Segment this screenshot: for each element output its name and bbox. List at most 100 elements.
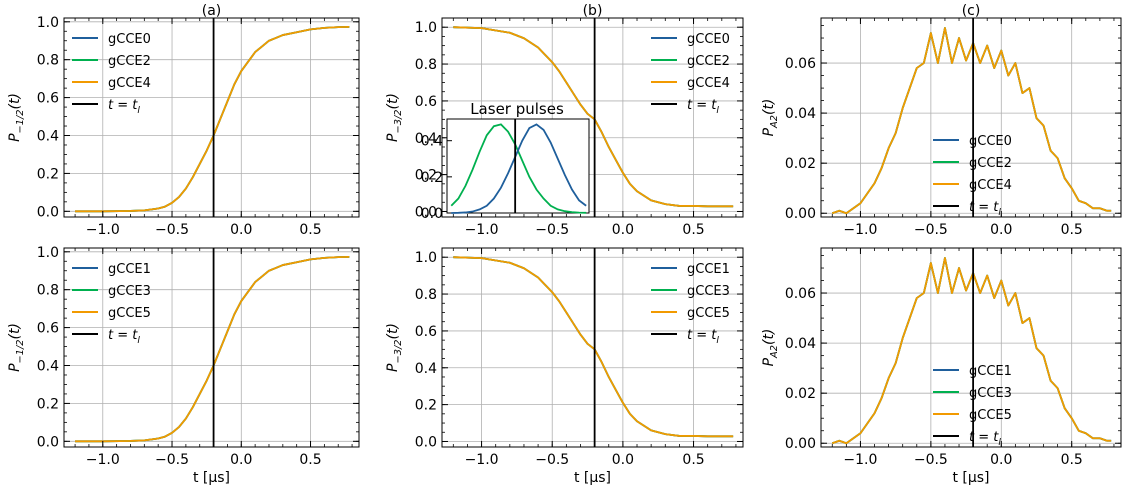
legend-label: gCCE5 <box>687 306 730 321</box>
y-tick-label: 0.06 <box>785 286 816 302</box>
y-tick-label: 0.0 <box>37 204 59 220</box>
y-tick-label: 1.0 <box>37 15 59 31</box>
x-tick-label: 0.0 <box>612 452 634 468</box>
inset-pulse <box>451 123 587 214</box>
y-tick-label: 0.6 <box>37 91 59 107</box>
y-tick-label: 0.4 <box>415 361 437 377</box>
legend-label: gCCE4 <box>687 76 730 91</box>
legend-label: gCCE3 <box>108 284 151 299</box>
y-tick-label: 1.0 <box>415 20 437 36</box>
legend-label: gCCE5 <box>969 408 1012 423</box>
legend-label: t = tl <box>969 200 1001 218</box>
legend-label: gCCE1 <box>108 262 151 277</box>
legend-label: gCCE3 <box>969 386 1012 401</box>
y-tick-label: 1.0 <box>415 250 437 266</box>
y-tick-label: 0.06 <box>785 56 816 72</box>
panel-title: (a) <box>202 3 222 19</box>
x-tick-label: −0.5 <box>535 452 569 468</box>
y-tick-label: 0.2 <box>415 398 437 414</box>
y-tick-label: 0.00 <box>785 436 816 452</box>
plot-frame <box>441 247 744 448</box>
y-tick-label: 0.00 <box>785 206 816 222</box>
x-tick-label: 0.0 <box>990 222 1012 238</box>
legend-label: t = tl <box>687 98 719 116</box>
panel-c-top: −1.0 −0.5 0.0 0.5 0.00 0.02 0.04 0.06 (c) PA2(t) g… <box>761 3 1122 238</box>
panel-a-bottom: −1.0 −0.5 0.0 0.5 0.0 0.2 0.4 0.6 0.8 1.0 t [μs] P−… <box>7 245 360 486</box>
legend-label: gCCE3 <box>687 284 730 299</box>
inset-pulse <box>450 123 587 214</box>
legend-label: gCCE5 <box>108 306 151 321</box>
legend-label: gCCE4 <box>108 76 151 91</box>
panel-a-top: −1.0 −0.5 0.0 0.5 0.0 0.2 0.4 0.6 0.8 1.0 (a) P−1/2… <box>7 3 360 238</box>
y-tick-label: 0.2 <box>37 166 59 182</box>
legend-label: t = tl <box>969 430 1001 448</box>
x-tick-label: −1.0 <box>86 222 120 238</box>
y-tick-label: 0.8 <box>37 53 59 69</box>
inset-title: Laser pulses <box>470 100 564 118</box>
x-tick-label: −0.5 <box>155 222 189 238</box>
y-tick-label: 0.6 <box>415 324 437 340</box>
x-tick-label: −1.0 <box>465 452 499 468</box>
panel-b-bottom: −1.0 −0.5 0.0 0.5 0.0 0.2 0.4 0.6 0.8 1.0 t [μs] P−… <box>385 247 744 486</box>
y-tick-label: 0.4 <box>37 129 59 145</box>
y-tick-label: 0.6 <box>415 94 437 110</box>
series-line-gCCE5 <box>453 256 734 438</box>
y-tick-label: 0.0 <box>37 434 59 450</box>
x-tick-label: −1.0 <box>843 222 877 238</box>
y-axis-label: P−1/2(t) <box>7 93 26 142</box>
x-tick-label: 0.5 <box>1061 452 1083 468</box>
legend-label: gCCE2 <box>969 156 1012 171</box>
x-tick-label: 0.0 <box>612 222 634 238</box>
legend-label: gCCE4 <box>969 178 1012 193</box>
legend-label: gCCE0 <box>969 134 1012 149</box>
y-axis-label: PA2(t) <box>761 99 780 137</box>
inset-laser-pulses: 0.0 0.2 0.4 Laser pulses <box>421 100 590 222</box>
legend-label: gCCE0 <box>687 32 730 47</box>
legend-label: gCCE1 <box>969 364 1012 379</box>
y-axis-label: P−1/2(t) <box>7 323 26 372</box>
legend-label: gCCE0 <box>108 32 151 47</box>
y-tick-label: 0.6 <box>37 321 59 337</box>
x-tick-label: −0.5 <box>914 452 948 468</box>
x-tick-label: 0.0 <box>230 452 252 468</box>
x-tick-label: 0.0 <box>990 452 1012 468</box>
x-tick-label: −0.5 <box>914 222 948 238</box>
x-tick-label: 0.5 <box>682 222 704 238</box>
inset-frame <box>446 118 590 214</box>
panel-title: (b) <box>583 3 603 19</box>
y-tick-label: 0.8 <box>415 287 437 303</box>
series-line-gCCE5 <box>75 256 350 443</box>
legend-label: gCCE2 <box>108 54 151 69</box>
y-tick-label: 0.2 <box>37 396 59 412</box>
y-tick-label: 0.4 <box>37 359 59 375</box>
y-tick-label: 1.0 <box>37 245 59 261</box>
legend-label: t = tl <box>108 328 140 346</box>
inset-y-tick-label: 0.0 <box>421 206 443 222</box>
plot-frame <box>820 17 1122 218</box>
x-axis-label: t [μs] <box>193 470 230 486</box>
x-tick-label: 0.0 <box>230 222 252 238</box>
y-tick-label: 0.4 <box>415 131 437 147</box>
inset-y-tick-label: 0.4 <box>421 134 443 150</box>
y-tick-label: 0.0 <box>415 434 437 450</box>
x-tick-label: 0.5 <box>1061 222 1083 238</box>
x-tick-label: −0.5 <box>155 452 189 468</box>
x-tick-label: −0.5 <box>535 222 569 238</box>
y-axis-label: P−3/2(t) <box>385 93 404 142</box>
x-tick-label: 0.5 <box>299 452 321 468</box>
y-axis-label: P−3/2(t) <box>385 323 404 372</box>
legend-label: gCCE1 <box>687 262 730 277</box>
legend-label: t = tl <box>108 98 140 116</box>
y-tick-label: 0.04 <box>785 106 816 122</box>
plot-frame <box>820 247 1122 448</box>
x-axis-label: t [μs] <box>574 470 611 486</box>
y-axis-label: PA2(t) <box>761 329 780 367</box>
y-tick-label: 0.8 <box>37 283 59 299</box>
y-tick-label: 0.2 <box>415 168 437 184</box>
series-line-gCCE4 <box>75 26 350 213</box>
x-tick-label: 0.5 <box>682 452 704 468</box>
plot-frame <box>63 17 360 218</box>
plot-frame <box>63 247 360 448</box>
panel-b-top: −1.0 −0.5 0.0 0.5 0.0 0.2 0.4 0.6 0.8 1.0 (b) P−3/2… <box>385 3 744 238</box>
